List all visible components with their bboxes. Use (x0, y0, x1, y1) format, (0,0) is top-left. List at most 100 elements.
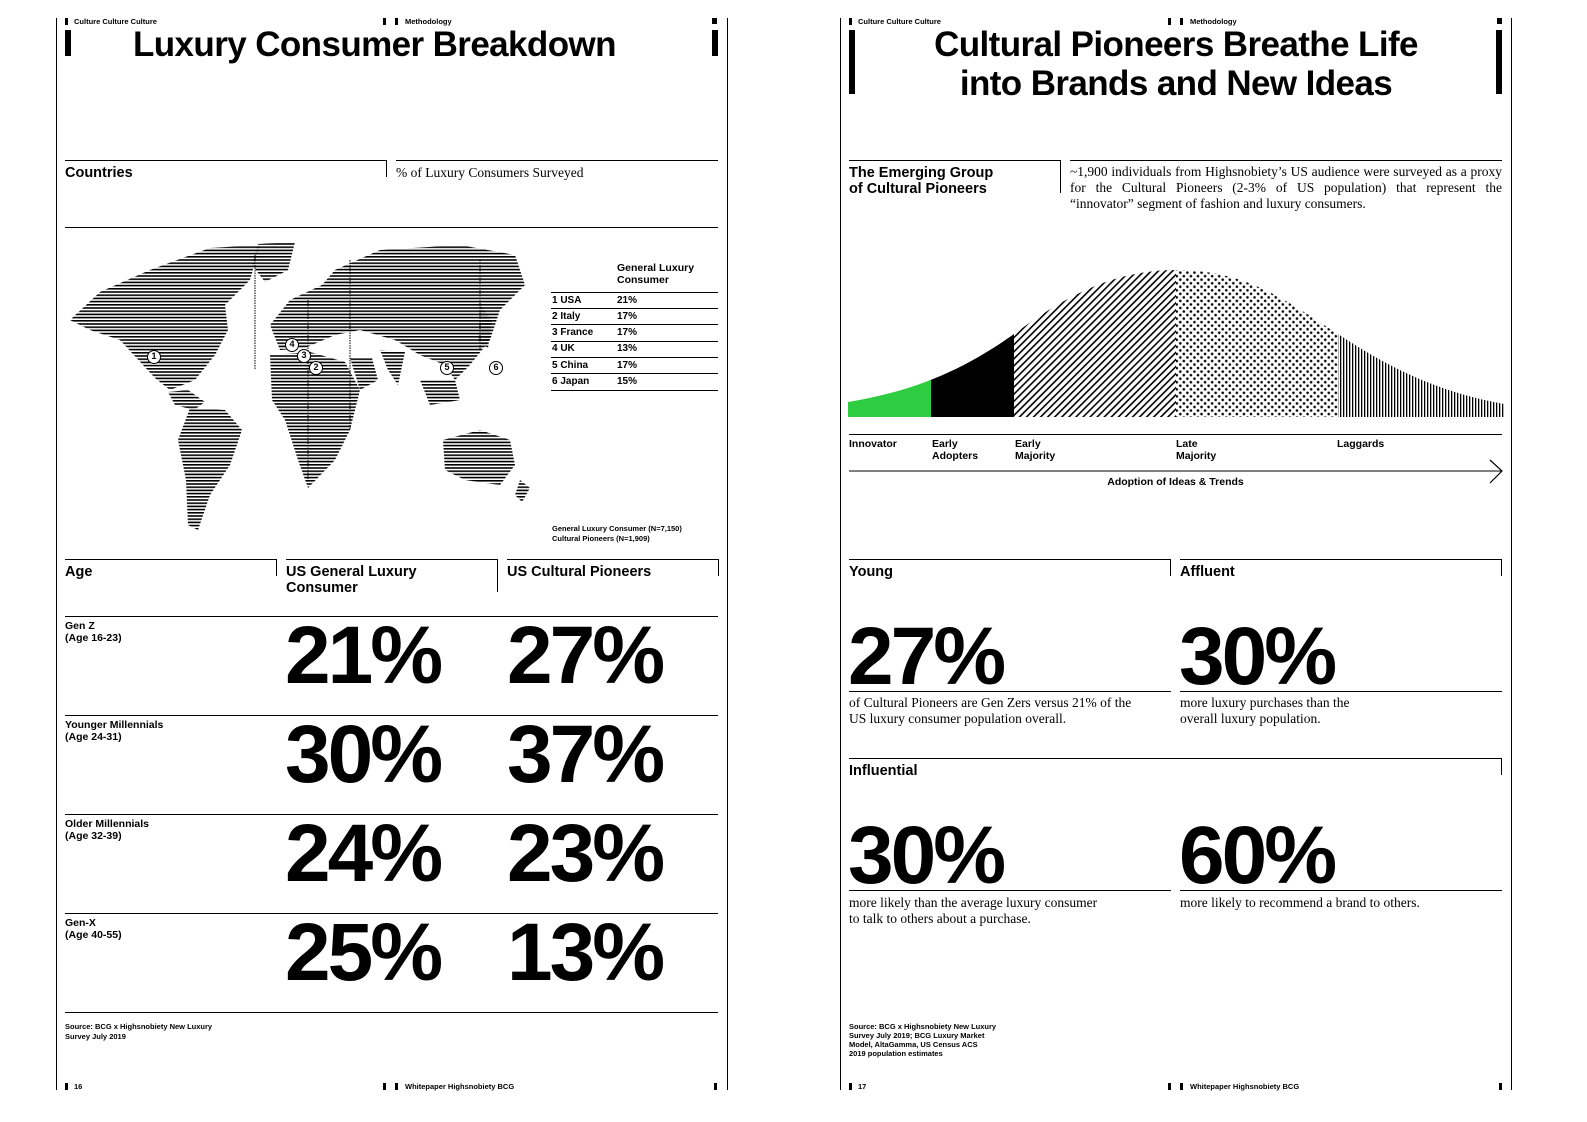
intro-heading: The Emerging Group of Cultural Pioneers (849, 165, 993, 197)
adoption-curve (848, 270, 1504, 417)
countries-heading: Countries (65, 165, 133, 181)
curve-label-line: Innovator (849, 438, 897, 450)
world-map (70, 242, 530, 530)
publication-label: Whitepaper Highsnobiety BCG (405, 1082, 515, 1091)
country-value: 15% (617, 376, 638, 387)
marker-bar (1180, 18, 1183, 25)
affluent-heading: Affluent (1180, 564, 1235, 580)
adoption-axis-label: Adoption of Ideas & Trends (1107, 476, 1244, 488)
category-label: Methodology (405, 17, 452, 26)
early-majority-segment (1014, 270, 1176, 417)
category-label: Methodology (1190, 17, 1237, 26)
age-general-value: 24% (285, 808, 443, 899)
country-value: 17% (617, 327, 638, 338)
map-marker-2: 2 (309, 361, 323, 375)
country-name: 3 France (552, 327, 594, 338)
greenland (252, 242, 295, 282)
page-number: 17 (858, 1082, 867, 1091)
curve-label-line: Late (1176, 438, 1198, 450)
source-note: Source: BCG x Highsnobiety New Luxury Su… (849, 1022, 996, 1058)
marker-bar (395, 1083, 398, 1090)
source-line: Source: BCG x Highsnobiety New Luxury (849, 1022, 997, 1031)
influential-stat-1: 30% (848, 810, 1006, 901)
curve-label-line: Early (932, 438, 958, 450)
curve-label-innovator: Innovator (849, 438, 897, 450)
innovator-segment (848, 270, 931, 417)
description-line: more likely to recommend a brand to othe… (1180, 895, 1420, 910)
north-america (70, 245, 260, 390)
marker-bar (383, 18, 386, 25)
map-marker-6: 6 (489, 361, 503, 375)
right-page-border (1511, 18, 1512, 1090)
country-value: 13% (617, 343, 638, 354)
country-value: 17% (617, 360, 638, 371)
page-title: Luxury Consumer Breakdown (133, 25, 616, 64)
adoption-axis-arrow (849, 459, 1503, 484)
curve-label-early-majority: Early Majority (1015, 438, 1055, 462)
curve-label-line: Laggards (1337, 438, 1385, 450)
marker-bar (65, 18, 68, 25)
affluent-description: more luxury purchases than the overall l… (1180, 695, 1349, 727)
age-group-range: (Age 40-55) (65, 929, 122, 941)
description-line: more luxury purchases than the (1180, 695, 1350, 710)
age-pioneers-value: 13% (507, 907, 665, 998)
sample-note: General Luxury Consumer (N=7,150) (552, 524, 682, 533)
marker-bar (712, 18, 717, 24)
marker-bar (1499, 1083, 1502, 1090)
source-line: 2019 population estimates (849, 1049, 943, 1058)
country-name: 6 Japan (552, 376, 590, 387)
right-page-border (840, 18, 841, 1090)
source-note: Source: BCG x Highsnobiety New Luxury (65, 1022, 213, 1031)
description-line: to talk to others about a purchase. (849, 911, 1031, 926)
curve-label-laggards: Laggards (1337, 438, 1384, 450)
age-general-value: 30% (285, 709, 443, 800)
curve-label-line: Majority (1176, 450, 1217, 462)
page-title: Cultural Pioneers Breathe Life into Bran… (870, 25, 1482, 103)
early-adopters-segment (931, 270, 1014, 417)
marker-bar (849, 1083, 852, 1090)
description-line: overall luxury population. (1180, 711, 1321, 726)
young-stat: 27% (848, 611, 1006, 702)
africa (270, 352, 360, 488)
age-pioneers-value: 27% (507, 610, 665, 701)
young-heading: Young (849, 564, 894, 580)
influential-description-2: more likely to recommend a brand to othe… (1180, 895, 1420, 911)
age-heading: Age (65, 564, 93, 580)
country-name: 4 UK (552, 343, 575, 354)
influential-heading: Influential (849, 763, 918, 779)
map-marker-3: 3 (297, 349, 311, 363)
japan (478, 305, 492, 348)
publication-label: Whitepaper Highsnobiety BCG (1190, 1082, 1300, 1091)
map-marker-1: 1 (147, 350, 161, 364)
marker-bar (1180, 1083, 1183, 1090)
marker-bar (1497, 18, 1502, 24)
curve-label-line: Early (1015, 438, 1041, 450)
description-line: more likely than the average luxury cons… (849, 895, 1098, 910)
age-group-range: (Age 24-31) (65, 731, 122, 743)
age-group-name: Gen-X (65, 917, 96, 929)
arabia (350, 358, 378, 390)
australia (443, 430, 515, 485)
south-america (178, 408, 242, 530)
age-group-name: Older Millennials (65, 818, 150, 830)
central-america (168, 390, 205, 410)
age-general-value: 25% (285, 907, 443, 998)
age-col-general: US General Luxury Consumer (286, 564, 417, 596)
sample-note: Cultural Pioneers (N=1,909) (552, 534, 650, 543)
age-col-pioneers: US Cultural Pioneers (507, 564, 652, 580)
age-pioneers-value: 23% (507, 808, 665, 899)
source-line: Model, AltaGamma, US Census ACS (849, 1040, 978, 1049)
eurasia (270, 245, 525, 380)
section-label: Culture Culture Culture (74, 17, 157, 26)
india (380, 350, 405, 385)
country-table-header: General Luxury Consumer (617, 262, 695, 286)
source-note: Survey July 2019 (65, 1032, 126, 1041)
title-line: into Brands and New Ideas (959, 64, 1393, 103)
country-name: 5 China (552, 360, 589, 371)
laggards-segment (1338, 270, 1504, 417)
influential-description-1: more likely than the average luxury cons… (849, 895, 1097, 927)
age-group-range: (Age 16-23) (65, 632, 122, 644)
title-bar (849, 30, 855, 94)
description-line: of Cultural Pioneers are Gen Zers versus… (849, 695, 1132, 710)
affluent-stat: 30% (1179, 611, 1337, 702)
